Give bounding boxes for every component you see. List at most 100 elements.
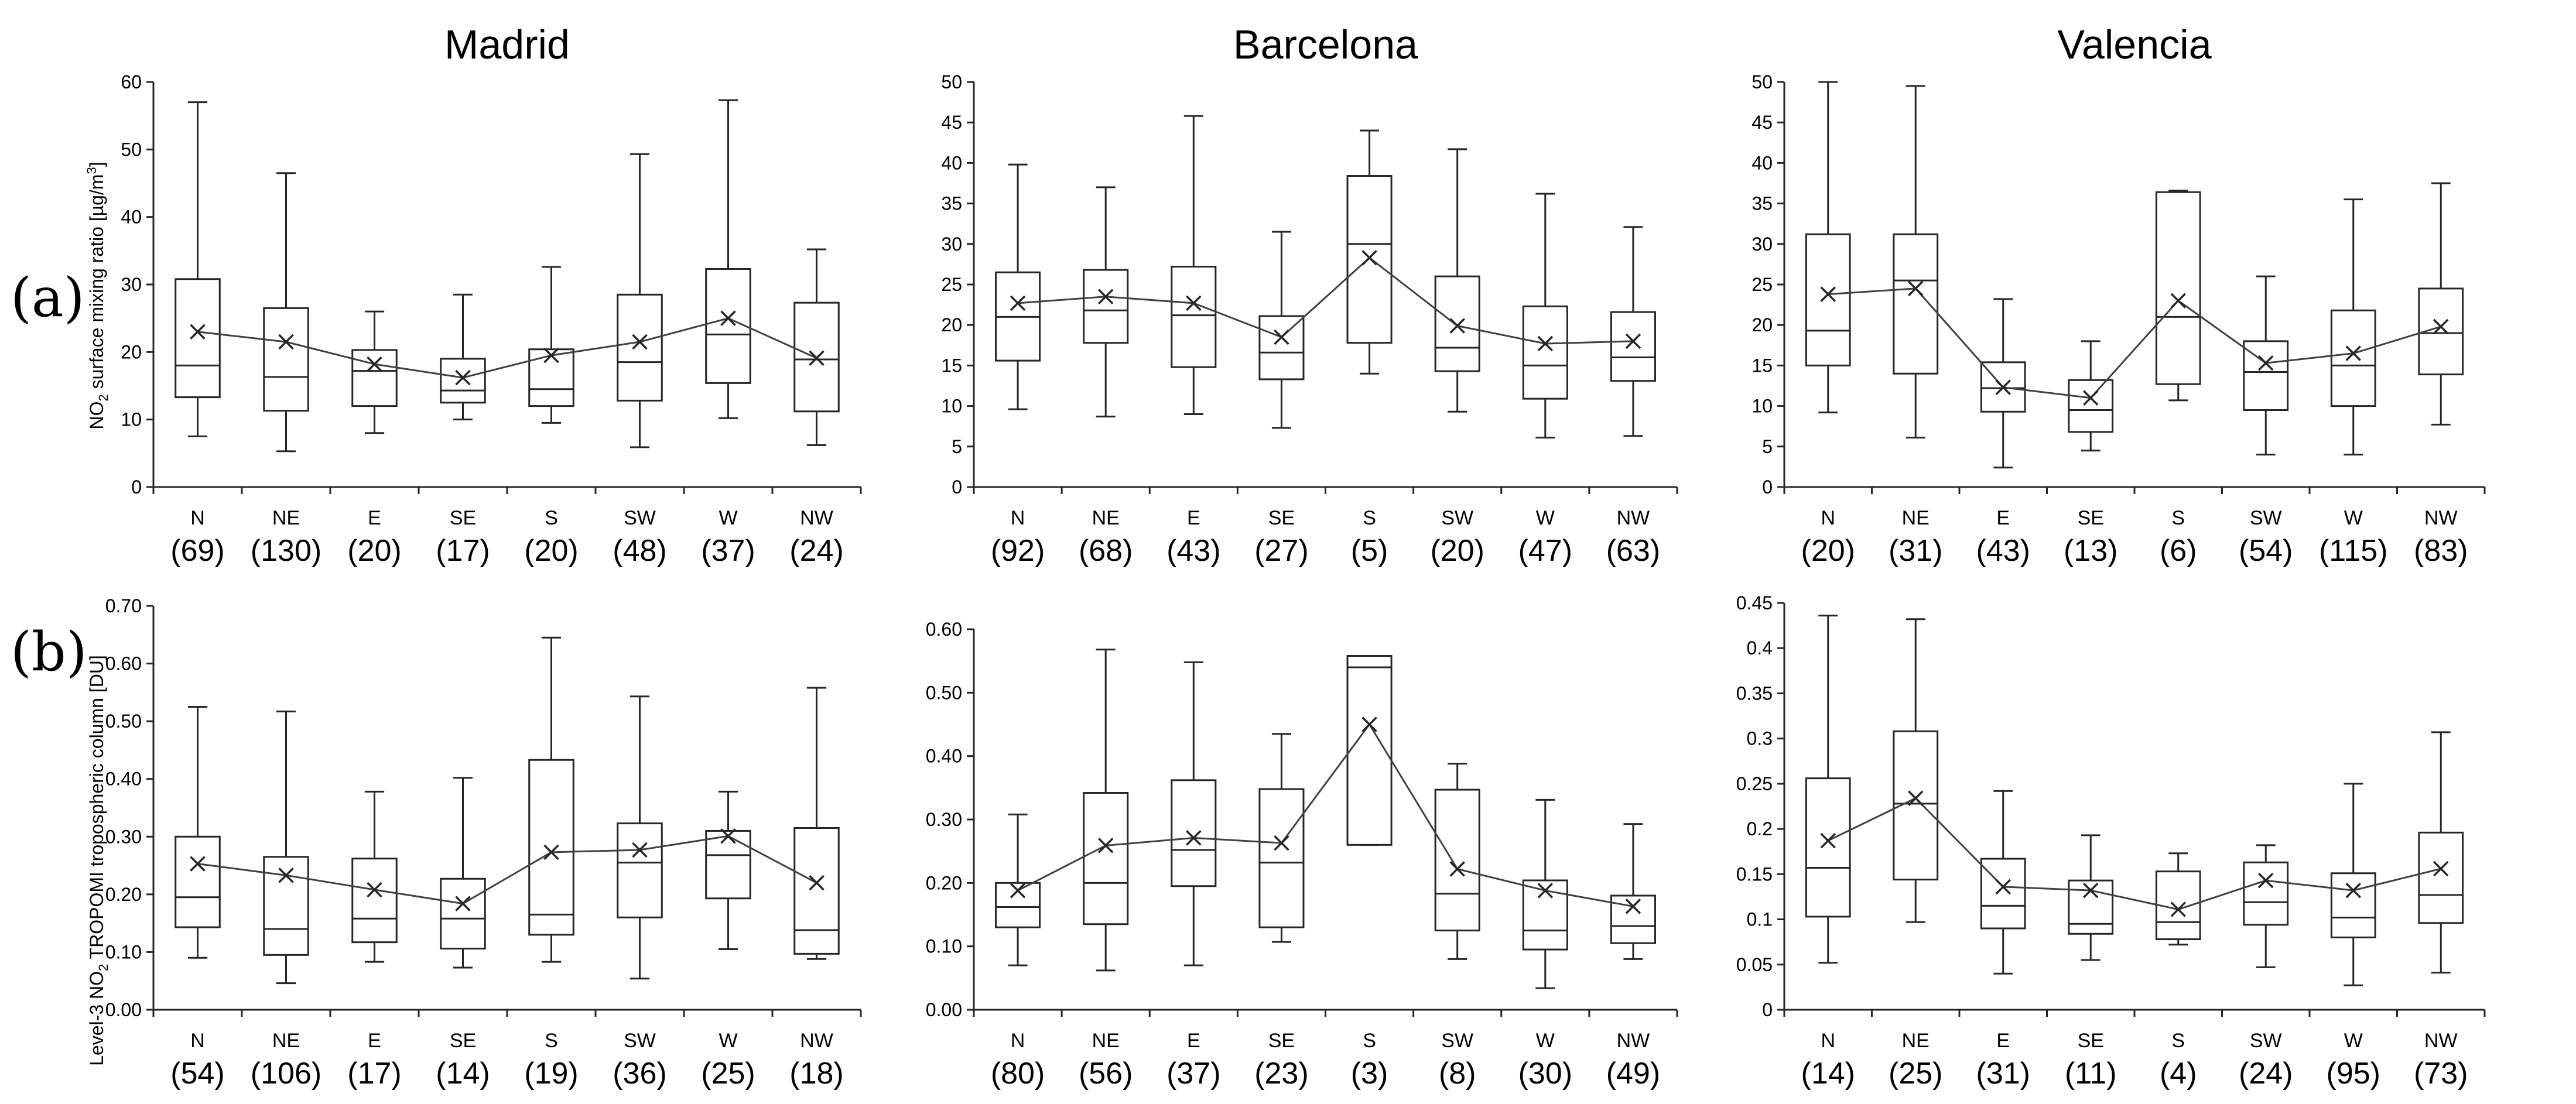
x-count-label: (31) (1976, 1057, 2030, 1091)
y-tick-label: 0.25 (1736, 773, 1773, 794)
x-count-label: (47) (1518, 534, 1572, 568)
box-iqr (1258, 315, 1305, 380)
box-iqr (440, 877, 486, 950)
x-count-label: (37) (1166, 1057, 1220, 1091)
panel-b-valencia: 0 0.05 0.1 0.15 0.2 0.25 0.3 0.35 0.4 0.45 N (14) NE… (1736, 592, 2486, 1091)
x-category-label: NE (1902, 507, 1930, 529)
chart-title: Barcelona (1233, 22, 1418, 67)
y-tick-label: 25 (1751, 274, 1773, 295)
y-tick-label: 50 (121, 139, 142, 160)
mean-marker (1449, 318, 1465, 334)
y-tick-label: 0 (1762, 999, 1773, 1020)
box-iqr (528, 759, 574, 936)
box-iqr (1258, 788, 1305, 928)
mean-marker (2433, 860, 2449, 877)
x-category-label: SW (1441, 1030, 1473, 1052)
y-tick-label: 15 (941, 355, 962, 376)
x-category-label: NW (800, 507, 833, 529)
mean-marker (543, 347, 559, 364)
y-tick-label: 40 (941, 152, 962, 173)
box-iqr (1171, 266, 1217, 368)
mean-marker (1625, 333, 1641, 349)
x-count-label: (92) (991, 534, 1045, 568)
y-tick-label: 10 (941, 396, 962, 417)
box-iqr (351, 858, 398, 944)
mean-line (1828, 797, 2441, 911)
x-category-label: SE (1268, 507, 1295, 529)
y-tick-label: 20 (941, 314, 962, 335)
mean-line (1017, 722, 1634, 907)
x-count-label: (30) (1518, 1057, 1572, 1091)
row-label-b: (b) (11, 620, 87, 683)
mean-marker (1537, 335, 1554, 352)
x-count-label: (4) (2160, 1057, 2197, 1091)
box-iqr (705, 829, 751, 900)
x-count-label: (106) (251, 1057, 321, 1091)
x-category-label: S (1363, 1030, 1376, 1052)
panel-a-barcelona: Barcelona 0 5 10 15 20 25 30 35 40 45 50 N (92) NE (68)… (941, 22, 1678, 568)
x-category-label: NW (1617, 507, 1650, 529)
x-category-label: SE (2078, 507, 2104, 529)
y-tick-label: 20 (121, 341, 142, 362)
box-iqr (793, 301, 840, 413)
x-count-label: (17) (347, 1057, 401, 1091)
x-category-label: W (2344, 1030, 2363, 1052)
y-tick-label: 0.30 (926, 809, 962, 830)
box-iqr (1805, 233, 1851, 366)
x-count-label: (36) (613, 1057, 666, 1091)
y-tick-label: 40 (1751, 152, 1773, 173)
box-iqr (440, 358, 486, 404)
x-category-label: N (190, 507, 205, 529)
box-iqr (617, 293, 663, 402)
x-category-label: NE (272, 1030, 300, 1052)
mean-marker (2083, 390, 2099, 406)
x-count-label: (14) (436, 1057, 490, 1091)
chart-panels: Madrid0102030405060N(69)NE(130)E(20)SE(1… (105, 22, 2486, 1091)
mean-marker (190, 856, 206, 872)
box-iqr (1980, 858, 2026, 930)
x-category-label: N (190, 1030, 205, 1052)
y-tick-label: 0.1 (1747, 909, 1773, 930)
mean-marker (1361, 716, 1377, 732)
row-label-a: (a) (11, 266, 85, 329)
x-category-label: N (1821, 1030, 1835, 1052)
mean-marker (720, 828, 736, 844)
x-category-label: W (2344, 507, 2363, 529)
mean-marker (1097, 289, 1114, 304)
x-category-label: S (2171, 507, 2185, 529)
mean-marker (1625, 899, 1641, 914)
x-category-label: E (1996, 1030, 2010, 1052)
panel-a-valencia: Valencia 0 5 10 15 20 25 30 35 40 45 50 N (20) NE (31) E… (1751, 22, 2486, 568)
x-category-label: NE (272, 507, 300, 529)
x-category-label: NW (800, 1030, 833, 1052)
x-count-label: (24) (789, 534, 843, 568)
y-tick-label: 0.15 (1736, 863, 1773, 884)
mean-line (197, 317, 817, 379)
mean-marker (809, 875, 825, 891)
x-count-label: (18) (789, 1057, 843, 1091)
box-iqr (351, 349, 398, 407)
y-tick-label: 45 (1751, 112, 1773, 133)
x-count-label: (37) (701, 534, 755, 568)
box-iqr (528, 348, 574, 407)
x-count-label: (20) (524, 534, 578, 568)
y-tick-label: 0 (952, 476, 962, 498)
mean-marker (2433, 318, 2449, 335)
mean-marker (1274, 329, 1289, 345)
x-category-label: NE (1092, 1030, 1120, 1052)
x-category-label: NW (2424, 507, 2458, 529)
x-category-label: SE (1268, 1030, 1295, 1052)
box-iqr (2330, 872, 2376, 938)
x-count-label: (43) (1976, 534, 2030, 568)
mean-marker (632, 334, 648, 350)
box-iqr (2155, 191, 2201, 385)
x-count-label: (54) (2239, 534, 2293, 568)
x-category-label: W (719, 1030, 737, 1052)
x-count-label: (23) (1254, 1057, 1308, 1091)
x-category-label: E (1996, 507, 2010, 529)
mean-marker (2345, 882, 2361, 899)
box-iqr (1346, 655, 1393, 846)
y-tick-label: 0.50 (105, 711, 142, 732)
mean-marker (1995, 379, 2011, 396)
